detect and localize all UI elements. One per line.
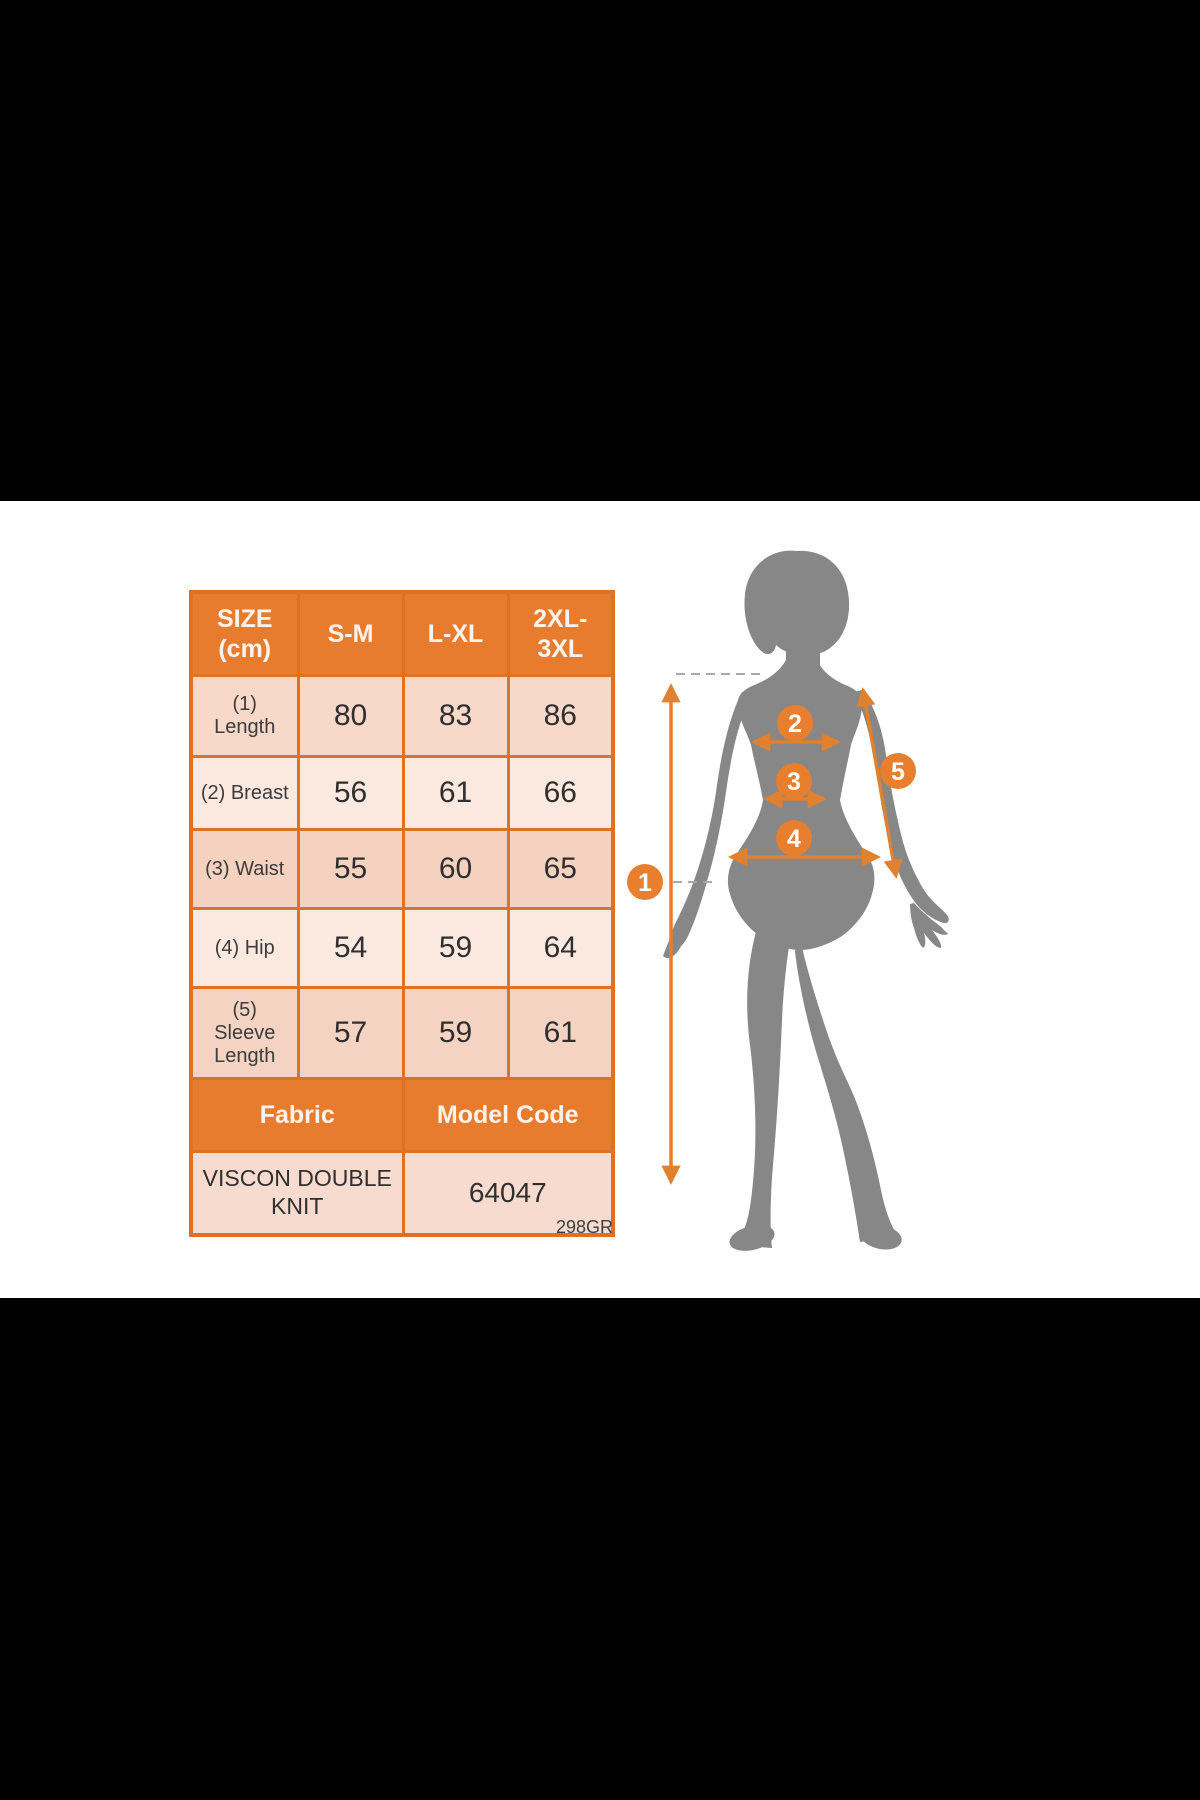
measurement-markers: 1 2 3 4 5 [627, 705, 916, 900]
breast-2xl-3xl: 66 [506, 755, 615, 831]
table-row-sleeve-length: (5) Sleeve Length 57 59 61 [189, 986, 615, 1080]
left-hand-shape [663, 920, 688, 959]
weight-note: 298GR [555, 1217, 613, 1237]
header-s-m: S-M [296, 590, 405, 677]
length-2xl-3xl: 86 [506, 674, 615, 758]
table-row-length: (1) Length 80 83 86 [189, 674, 615, 758]
hip-2xl-3xl: 64 [506, 907, 615, 989]
sleeve-l-xl: 59 [401, 986, 510, 1080]
left-leg-shape [733, 928, 792, 1248]
size-table: SIZE (cm) S-M L-XL 2XL- 3XL (1) Length 8… [189, 590, 615, 1237]
row-label-sleeve-length: (5) Sleeve Length [189, 986, 300, 1080]
sleeve-s-m: 57 [296, 986, 405, 1080]
length-l-xl: 83 [401, 674, 510, 758]
table-row-waist: (3) Waist 55 60 65 [189, 828, 615, 910]
marker-1-circle [627, 864, 663, 900]
content-panel: SIZE (cm) S-M L-XL 2XL- 3XL (1) Length 8… [0, 501, 1200, 1298]
marker-4-number: 4 [787, 825, 801, 853]
right-hand-fingers-shape [910, 903, 948, 948]
header-2xl-3xl: 2XL- 3XL [506, 590, 615, 677]
model-code-header: Model Code [401, 1077, 615, 1153]
fabric-header: Fabric [189, 1077, 405, 1153]
hip-s-m: 54 [296, 907, 405, 989]
breast-s-m: 56 [296, 755, 405, 831]
marker-2-number: 2 [788, 710, 802, 738]
marker-3-circle [776, 763, 812, 799]
marker-3-number: 3 [787, 768, 801, 796]
fabric-value: VISCON DOUBLE KNIT [189, 1150, 405, 1237]
breast-l-xl: 61 [401, 755, 510, 831]
size-table-header-row: SIZE (cm) S-M L-XL 2XL- 3XL [189, 590, 615, 677]
marker-1-number: 1 [638, 869, 652, 897]
marker-2-circle [777, 705, 813, 741]
table-footer-header-row: Fabric Model Code [189, 1077, 615, 1153]
waist-2xl-3xl: 65 [506, 828, 615, 910]
marker-5-number: 5 [891, 758, 905, 786]
length-s-m: 80 [296, 674, 405, 758]
header-size-cm: SIZE (cm) [189, 590, 300, 677]
body-silhouette [663, 550, 949, 1251]
row-label-breast: (2) Breast [189, 755, 300, 831]
row-label-length: (1) Length [189, 674, 300, 758]
torso-shape [727, 660, 875, 950]
sleeve-arrow [856, 687, 903, 879]
sleeve-2xl-3xl: 61 [506, 986, 615, 1080]
left-arm-shape [669, 692, 750, 949]
model-code-value: 64047 [401, 1150, 615, 1237]
measurement-diagram: 1 2 3 4 5 [627, 550, 949, 1251]
row-label-waist: (3) Waist [189, 828, 300, 910]
table-footer-data-row: VISCON DOUBLE KNIT 64047 [189, 1150, 615, 1237]
marker-5-circle [880, 753, 916, 789]
marker-4-circle [776, 820, 812, 856]
table-row-breast: (2) Breast 56 61 66 [189, 755, 615, 831]
waist-l-xl: 60 [401, 828, 510, 910]
left-foot-shape [729, 1225, 775, 1251]
right-leg-shape [795, 930, 898, 1242]
header-l-xl: L-XL [401, 590, 510, 677]
waist-s-m: 55 [296, 828, 405, 910]
hip-l-xl: 59 [401, 907, 510, 989]
right-foot-shape [860, 1224, 902, 1250]
row-label-hip: (4) Hip [189, 907, 300, 989]
table-row-hip: (4) Hip 54 59 64 [189, 907, 615, 989]
